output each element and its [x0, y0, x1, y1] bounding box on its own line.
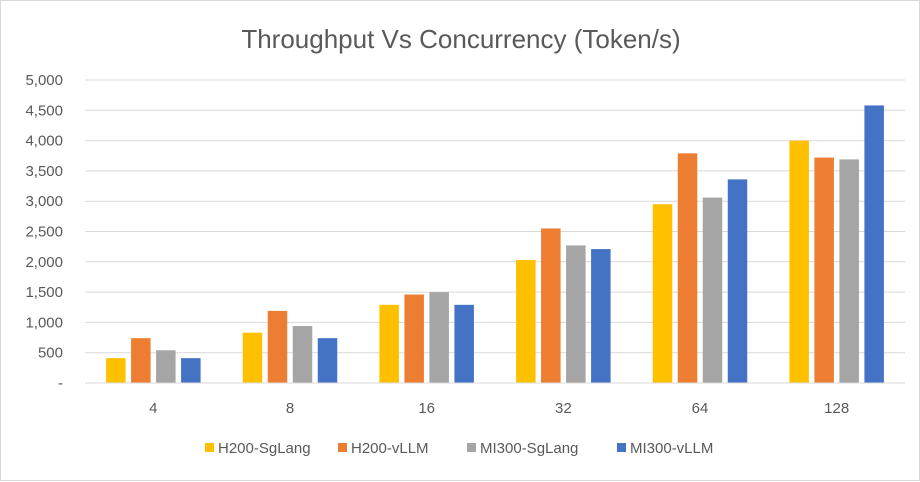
bar-mi300-sglang-32	[566, 245, 586, 383]
chart-title: Throughput Vs Concurrency (Token/s)	[241, 24, 680, 54]
bar-mi300-vllm-64	[727, 179, 748, 383]
x-tick-label: 8	[286, 400, 294, 417]
bar-h200-sglang-64	[652, 204, 673, 383]
y-tick-label: 4,500	[25, 102, 63, 119]
bar-mi300-vllm-4	[181, 358, 201, 383]
y-tick-label: 3,000	[25, 193, 63, 210]
legend-label: MI300-vLLM	[630, 440, 713, 457]
legend-label: H200-vLLM	[351, 440, 429, 457]
legend-swatch-h200-sglang	[205, 443, 214, 452]
y-axis-ticks: - 500 1,000 1,500 2,000 2,500 3,000 3,500 4,000 4…	[25, 72, 63, 392]
bar-mi300-sglang-4	[156, 350, 176, 383]
bar-h200-sglang-128	[789, 140, 809, 383]
bar-h200-sglang-4	[106, 358, 126, 383]
y-tick-label: 500	[38, 345, 63, 362]
y-tick-label: 1,000	[25, 314, 63, 331]
x-axis-ticks: 4 8 16 32 64 128	[149, 400, 849, 417]
y-tick-label: -	[58, 375, 63, 392]
bar-mi300-vllm-16	[454, 304, 474, 383]
bar-mi300-vllm-32	[591, 249, 611, 383]
y-tick-label: 2,000	[25, 254, 63, 271]
bar-mi300-sglang-8	[292, 326, 313, 383]
legend-swatch-mi300-sglang	[467, 443, 476, 452]
bar-h200-sglang-16	[379, 304, 399, 383]
bars	[106, 105, 884, 384]
bar-h200-sglang-32	[516, 259, 536, 383]
x-tick-label: 16	[418, 400, 435, 417]
bar-h200-vllm-16	[404, 294, 424, 383]
legend-swatch-mi300-vllm	[617, 443, 626, 452]
x-tick-label: 128	[824, 400, 849, 417]
bar-h200-vllm-8	[267, 310, 288, 383]
x-tick-label: 64	[692, 400, 709, 417]
bar-h200-vllm-4	[131, 338, 151, 383]
legend: H200-SgLang H200-vLLM MI300-SgLang MI300-vL…	[205, 440, 713, 457]
legend-swatch-h200-vllm	[338, 443, 347, 452]
y-tick-label: 1,500	[25, 284, 63, 301]
bar-mi300-vllm-128	[864, 105, 884, 384]
bar-mi300-sglang-16	[429, 292, 449, 383]
x-tick-label: 4	[149, 400, 157, 417]
y-tick-label: 2,500	[25, 224, 63, 241]
legend-label: H200-SgLang	[218, 440, 311, 457]
bar-h200-sglang-8	[242, 332, 263, 383]
x-tick-label: 32	[555, 400, 572, 417]
bar-mi300-vllm-8	[317, 338, 338, 383]
gridlines	[85, 79, 905, 354]
bar-h200-vllm-32	[541, 228, 561, 383]
bar-h200-vllm-128	[814, 157, 834, 383]
y-tick-label: 4,000	[25, 133, 63, 150]
legend-label: MI300-SgLang	[480, 440, 578, 457]
bar-mi300-sglang-64	[702, 197, 723, 383]
y-tick-label: 3,500	[25, 163, 63, 180]
bar-h200-vllm-64	[677, 153, 698, 383]
bar-mi300-sglang-128	[839, 159, 859, 383]
y-tick-label: 5,000	[25, 72, 63, 89]
